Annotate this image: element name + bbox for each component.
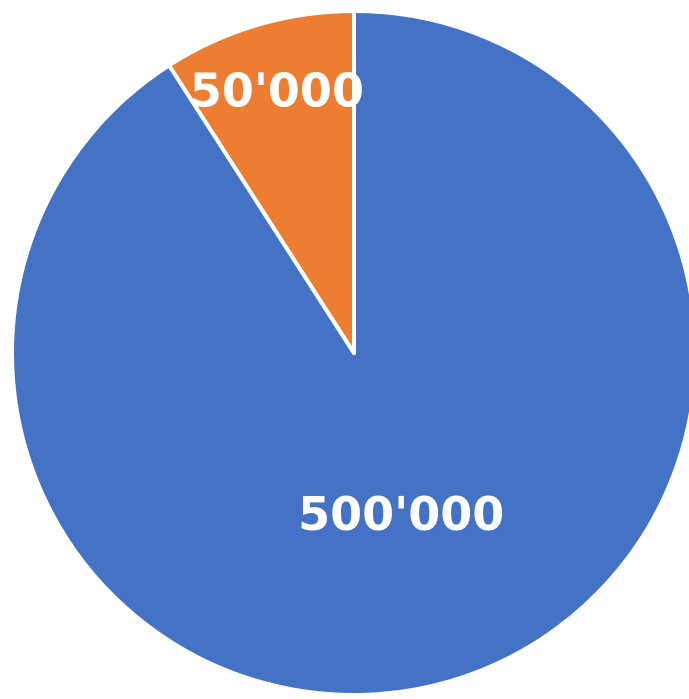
pie-slice-2 <box>167 9 356 355</box>
data-label-slice-1: 500'000 <box>298 487 504 541</box>
pie-slices <box>10 9 689 697</box>
pie-data-labels: 500'000 50'000 <box>190 64 504 541</box>
pie-slice-1 <box>10 9 689 697</box>
data-label-slice-2: 50'000 <box>190 64 364 118</box>
